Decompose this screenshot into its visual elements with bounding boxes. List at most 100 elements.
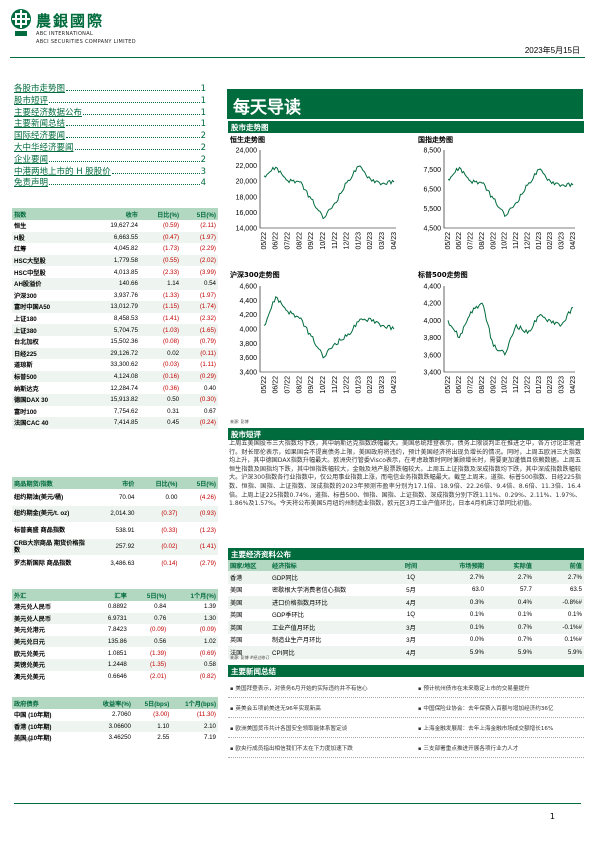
toc-item[interactable]: 主要经济数据公布 1 <box>14 106 206 118</box>
footer-divider <box>14 803 581 804</box>
toc-item[interactable]: 主要新闻总结 1 <box>14 117 206 129</box>
table-cell: CRB大宗商品 期货价格指数 <box>12 538 90 555</box>
toc-item-title[interactable]: 企业要闻 <box>14 154 49 165</box>
news-item[interactable]: 美国拜登表示，对债务6月开始的实际违约并不有信心 <box>230 684 405 692</box>
table-cell: 美元兑日元 <box>12 635 90 648</box>
chart-title-hscei: 国指走势图 <box>418 136 453 144</box>
table-cell: (2.32) <box>199 315 216 323</box>
toc-leader <box>49 184 200 186</box>
y-tick-label: 3,400 <box>423 370 441 377</box>
toc-item[interactable]: 中港两地上市的 H 股股价 3 <box>14 165 206 177</box>
table-row: 道琼斯 33,300.62 (0.03) (1.11) <box>12 359 218 371</box>
table-row: 澳元兑美元 0.6646 (2.01) (0.82) <box>12 671 218 683</box>
toc-item-title[interactable]: 大中华经济要闻 <box>14 142 74 153</box>
table-cell: 1.0851 <box>107 649 127 657</box>
table-row: AH股溢价 140.66 1.14 0.54 <box>12 277 218 290</box>
bond-table: 政府债券 收益率(%) 5日(bps) 1个月(bps) 中国 (10年期) 2.7060… <box>12 697 218 744</box>
table-header-cell: 5日(%) <box>128 589 169 601</box>
table-row: 恒生 19,627.24 (0.59) (2.11) <box>12 220 218 232</box>
table-cell: (0.16) <box>139 370 182 383</box>
table-cell: 美国 <box>228 596 270 609</box>
table-cell: (1.97) <box>181 231 218 244</box>
y-tick-label: 4,500 <box>423 226 441 233</box>
news-item[interactable]: 英美会五项前美进无96年实现新高 <box>230 704 405 712</box>
table-cell: 7.8423 <box>107 626 127 634</box>
table-cell: 1.14 <box>139 277 182 290</box>
table-cell: 标普高盛 商品指数 <box>14 526 66 534</box>
market-commentary: 上周五美国股市三大指数均下跌，其中纳斯达克指数跌幅最大。美国总统拜登表示，债务上… <box>229 440 581 508</box>
table-row: 美国 (10年期) 3.46250 2.55 7.19 <box>12 732 218 744</box>
table-row: 沪深300 3,937.76 (1.33) (1.97) <box>12 290 218 302</box>
toc-item-page: 4 <box>200 178 206 189</box>
table-cell: 2.7060 <box>112 711 131 719</box>
table-cell: 中国 (10年期) <box>14 712 52 720</box>
brand-name-en: ABC INTERNATIONAL <box>36 31 94 37</box>
toc-item[interactable]: 大中华经济要闻 2 <box>14 141 206 153</box>
x-tick-label: 05/22 <box>445 232 452 250</box>
table-cell: (1.41) <box>162 315 180 323</box>
x-tick-label: 08/22 <box>296 376 303 394</box>
news-item[interactable]: 欧央行成员指出相信我们不太在下力度加速下跌 <box>230 744 405 752</box>
table-cell: GDP季环比 <box>272 612 304 620</box>
toc-item[interactable]: 企业要闻 2 <box>14 153 206 165</box>
table-cell: 3.06600 <box>90 720 133 733</box>
x-tick-label: 02/23 <box>547 232 554 250</box>
news-item[interactable]: 中国保险业协会：去年保费入百额与增加经济约36亿 <box>418 704 593 712</box>
brand-name-cn: 農銀國際 <box>36 12 105 30</box>
table-cell: HSC中型股 <box>14 269 46 277</box>
table-row: CRB大宗商品 期货价格指数 257.92 (0.02) (1.41) <box>12 538 218 555</box>
toc-item[interactable]: 国际经济要闻 2 <box>14 129 206 141</box>
news-item[interactable]: 预计杭州债市在未来稳定上市的交易量提升 <box>418 684 593 692</box>
commodities-table: 商品期货/指数 市价 日比(%) 5日(%) 纽约期油(美元/桶) 70.04 0.00 (4… <box>12 477 218 572</box>
section-economic: 主要经济资料公布 <box>228 548 584 560</box>
table-cell: 5,704.75 <box>90 324 140 336</box>
x-tick-label: 02/23 <box>547 376 554 394</box>
x-tick-label: 11/22 <box>513 232 520 249</box>
toc-item[interactable]: 各股市走势图 1 <box>14 82 206 94</box>
x-tick-label: 01/23 <box>536 232 543 250</box>
table-cell: 135.86 <box>90 635 129 648</box>
table-cell: 8,458.53 <box>113 315 138 323</box>
table-header-cell: 日比(%) <box>139 208 182 220</box>
toc-item-title[interactable]: 股市短评 <box>14 95 49 106</box>
table-header-row: 商品期货/指数 市价 日比(%) 5日(%) <box>12 477 218 489</box>
x-tick-label: 08/22 <box>296 232 303 250</box>
x-tick-label: 05/22 <box>261 232 268 250</box>
toc-item-title[interactable]: 免责声明 <box>14 178 49 189</box>
series-line <box>263 296 395 359</box>
x-tick-label: 03/23 <box>558 232 565 250</box>
table-row: 美元兑日元 135.86 0.56 1.02 <box>12 635 218 648</box>
news-item[interactable]: 上海金融发展局：去年上海金融市场成交额增长16% <box>418 724 593 732</box>
x-tick-label: 04/23 <box>570 232 577 250</box>
table-cell: 法国CAC 40 <box>12 417 90 429</box>
x-tick-label: 06/22 <box>273 376 280 394</box>
toc-item[interactable]: 免责声明 4 <box>14 176 206 188</box>
toc-leader <box>49 160 200 162</box>
news-divider <box>228 737 584 738</box>
y-tick-label: 4,000 <box>423 318 441 325</box>
toc-item-title[interactable]: 中港两地上市的 H 股股价 <box>14 166 111 177</box>
table-cell: 7,754.62 <box>113 407 138 415</box>
toc-item-title[interactable]: 国际经济要闻 <box>14 131 66 142</box>
economic-note: 来源: 彭博 #经过修订 <box>230 655 270 660</box>
table-header-cell: 日比(%) <box>136 477 180 489</box>
table-cell: (0.08) <box>162 338 180 346</box>
table-cell: 香港 (10年期) <box>12 720 90 733</box>
table-cell: 英国 <box>230 637 243 645</box>
table-cell: 0.58 <box>168 658 218 671</box>
table-header-cell: 外汇 <box>12 589 90 601</box>
x-tick-label: 04/23 <box>570 376 577 394</box>
table-cell: 3.46250 <box>108 734 131 742</box>
table-cell: (1.39) <box>149 649 167 657</box>
toc-item[interactable]: 股市短评 1 <box>14 94 206 106</box>
table-cell: 3月 <box>388 621 434 634</box>
news-item[interactable]: 欧洲美国货币共计各国安全领取能体系暂定谈 <box>230 724 405 732</box>
table-row: 英国 GDP季环比 1Q 0.1% 0.1% 0.1% <box>228 609 584 622</box>
table-cell: 0.4% <box>486 596 534 609</box>
toc-item-title[interactable]: 主要新闻总结 <box>14 119 66 130</box>
news-item[interactable]: 三支部署重点推进开展各项行业力人才 <box>418 744 593 752</box>
toc-item-page: 3 <box>200 166 206 177</box>
toc-item-title[interactable]: 主要经济数据公布 <box>14 107 83 118</box>
table-cell: CPI同比 <box>270 646 388 659</box>
toc-item-title[interactable]: 各股市走势图 <box>14 84 66 94</box>
